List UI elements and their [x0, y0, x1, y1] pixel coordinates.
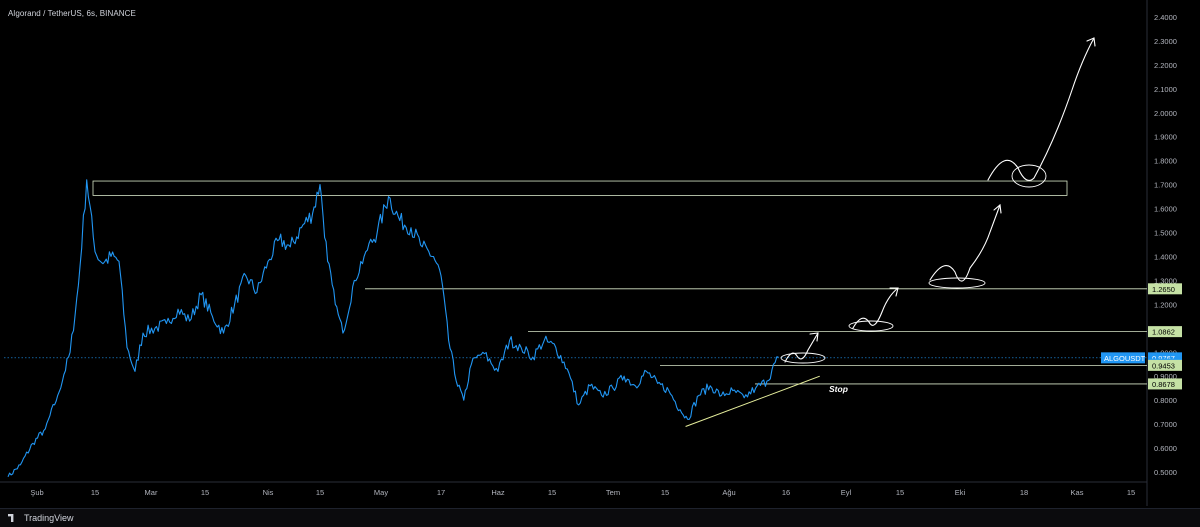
resistance-zone[interactable] [92, 180, 1068, 196]
x-tick-label: 15 [896, 488, 904, 497]
y-tick-label: 2.0000 [1154, 109, 1177, 118]
price-series-line[interactable] [7, 179, 779, 478]
y-tick-label: 1.2000 [1154, 300, 1177, 309]
y-tick-label: 1.9000 [1154, 133, 1177, 142]
y-tick-label: 2.2000 [1154, 61, 1177, 70]
y-tick-label: 2.3000 [1154, 37, 1177, 46]
projection-arrow-1-head [809, 332, 819, 342]
target-ellipse-2[interactable] [848, 320, 894, 332]
x-tick-label: Kas [1071, 488, 1084, 497]
x-tick-label: Haz [491, 488, 505, 497]
x-tick-label: 15 [91, 488, 99, 497]
projection-arrow-2[interactable] [852, 287, 899, 329]
projection-arrow-2-head [889, 287, 899, 297]
ascending-trendline[interactable] [685, 375, 820, 427]
y-tick-label: 1.4000 [1154, 252, 1177, 261]
x-tick-label: 18 [1020, 488, 1028, 497]
symbol-tag [1101, 352, 1145, 364]
y-tick-label: 1.8000 [1154, 157, 1177, 166]
y-tick-label: 0.8000 [1154, 396, 1177, 405]
y-tick-label: 1.3000 [1154, 276, 1177, 285]
price-tag-1.2650 [1148, 283, 1182, 295]
y-tick-label: 1.7000 [1154, 181, 1177, 190]
x-tick-label: 16 [782, 488, 790, 497]
x-tick-label: Eki [955, 488, 966, 497]
x-tick-label: Tem [606, 488, 620, 497]
x-tick-label: Mar [145, 488, 158, 497]
y-tick-label: 1.6000 [1154, 205, 1177, 214]
x-tick-label: Eyl [841, 488, 852, 497]
brand-label: TradingView [24, 513, 74, 523]
price-tag-0.9453 [1148, 359, 1182, 371]
x-tick-label: 15 [316, 488, 324, 497]
price-tag-text: 0.8678 [1152, 380, 1175, 389]
price-tag-1.0862 [1148, 326, 1182, 338]
projection-arrow-1[interactable] [784, 332, 819, 363]
stop-label: Stop [829, 384, 848, 394]
y-tick-label: 0.7000 [1154, 420, 1177, 429]
y-tick-label: 1.5000 [1154, 229, 1177, 238]
footer-bar: TradingView [0, 508, 1200, 527]
target-ellipse-1[interactable] [780, 352, 826, 364]
price-tag-text: 1.2650 [1152, 285, 1175, 294]
y-tick-label: 0.5000 [1154, 468, 1177, 477]
projection-arrow-3[interactable] [929, 204, 1001, 282]
chart-title: Algorand / TetherUS, 6s, BINANCE [8, 9, 136, 18]
x-tick-label: 15 [548, 488, 556, 497]
tradingview-icon [8, 514, 14, 522]
target-ellipse-4[interactable] [1011, 164, 1047, 188]
tradingview-logo[interactable]: TradingView [8, 513, 74, 523]
current-price-tag [1148, 352, 1182, 364]
y-tick-label: 2.4000 [1154, 13, 1177, 22]
x-tick-label: 15 [661, 488, 669, 497]
y-tick-label: 2.1000 [1154, 85, 1177, 94]
x-tick-label: Ağu [722, 488, 735, 497]
target-ellipse-3[interactable] [928, 277, 986, 289]
x-tick-label: 17 [437, 488, 445, 497]
price-tag-text: 1.0862 [1152, 328, 1175, 337]
price-tag-0.8678 [1148, 378, 1182, 390]
y-tick-label: 0.6000 [1154, 444, 1177, 453]
projection-arrow-4-head [1086, 37, 1096, 47]
x-tick-label: Nis [263, 488, 274, 497]
projection-arrow-3-head [993, 203, 1002, 214]
current-price-text: 0.9767 [1152, 354, 1175, 363]
projection-arrow-4[interactable] [987, 37, 1095, 181]
x-tick-label: 15 [1127, 488, 1135, 497]
x-tick-label: Şub [30, 488, 43, 497]
x-tick-label: 15 [201, 488, 209, 497]
symbol-tag-text: ALGOUSDT [1104, 354, 1146, 363]
x-tick-label: May [374, 488, 388, 497]
price-tag-text: 0.9453 [1152, 361, 1175, 370]
y-tick-label: 0.9000 [1154, 372, 1177, 381]
